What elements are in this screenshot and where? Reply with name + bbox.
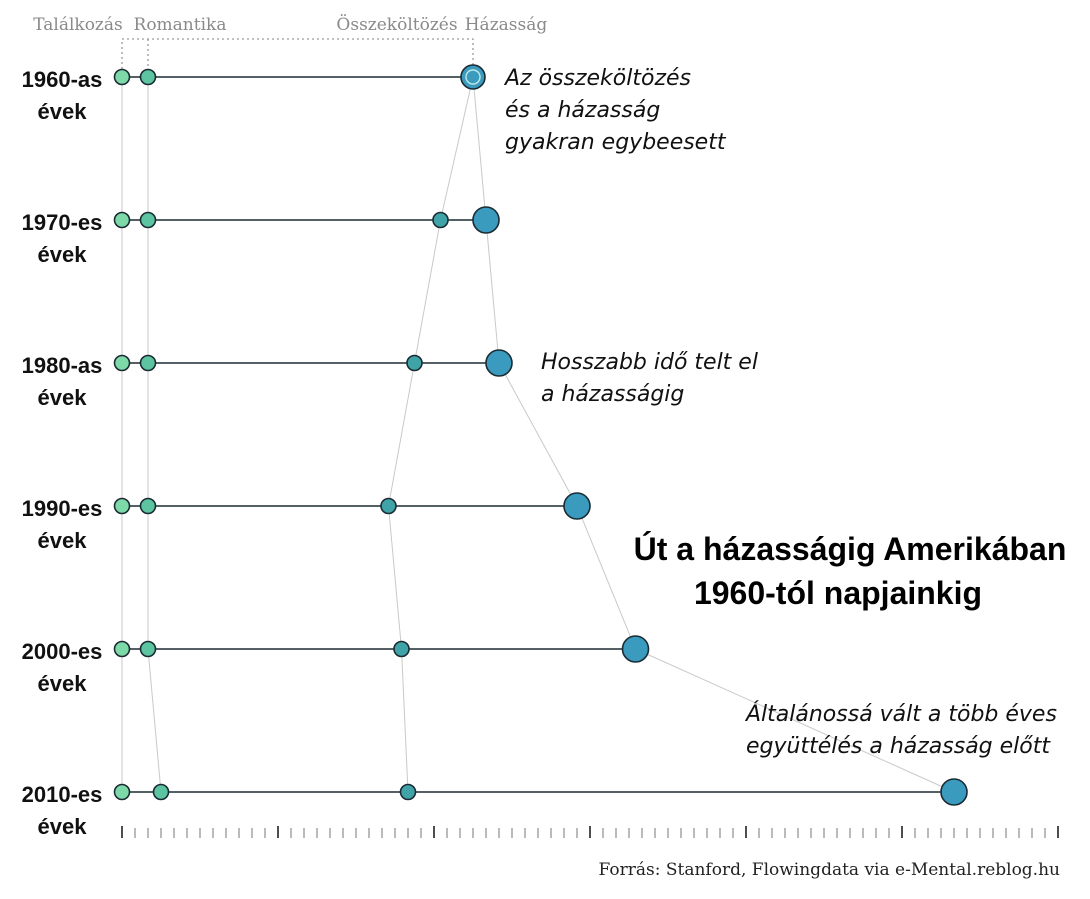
stage-point [139, 640, 157, 658]
decade-row [113, 349, 513, 377]
stage-point [113, 640, 131, 658]
decade-label-line: évek [38, 528, 88, 553]
stage-point [113, 354, 131, 372]
annotation-line: Az összeköltözés [503, 66, 691, 91]
stage-point [940, 778, 968, 806]
annotation-line: Általánossá vált a több éves [744, 701, 1057, 727]
decade-row [113, 64, 486, 90]
stage-trend-line [387, 76, 474, 793]
decade-rows [113, 64, 968, 806]
stage-trend-lines [121, 76, 955, 793]
stage-point [113, 211, 131, 229]
stage-point [139, 497, 157, 515]
decade-row [113, 635, 650, 663]
chart-title: Út a házasságig Amerikában 1960-tól napja… [634, 531, 1067, 611]
annotation-line: Hosszabb idő telt el [541, 350, 758, 375]
decade-label-line: évek [38, 385, 88, 410]
stage-point-overlap [465, 69, 481, 85]
decade-label-line: 1980-as [22, 353, 103, 378]
decade-label: 2010-es évek [22, 782, 103, 839]
decade-label: 1960-as évek [22, 67, 103, 124]
stage-point [139, 354, 157, 372]
decade-label-line: évek [38, 242, 88, 267]
stage-headers: Találkozás Romantika Összeköltözés Házasság [33, 14, 547, 69]
stage-point [139, 68, 157, 86]
stage-point [563, 492, 591, 520]
stage-header: Házasság [465, 15, 548, 35]
stage-header: Találkozás [33, 15, 123, 35]
decade-label-line: 2000-es [22, 639, 103, 664]
decade-label: 1990-es évek [22, 496, 103, 553]
stage-trend-line [147, 77, 162, 793]
decade-label-line: 1990-es [22, 496, 103, 521]
decade-label: 1980-as évek [22, 353, 103, 410]
annotation: Az összeköltözés és a házasság gyakran egy… [503, 66, 727, 155]
stage-point [152, 783, 170, 801]
annotation-line: és a házasság [505, 98, 660, 123]
decade-label-line: 1960-as [22, 67, 103, 92]
decade-label-line: évek [38, 99, 88, 124]
stage-point [485, 349, 513, 377]
annotation: Hosszabb idő telt el a házasságig [541, 350, 758, 407]
decade-row [113, 206, 500, 234]
annotation: Általánossá vált a több éves együttélés a… [744, 701, 1057, 759]
decade-row [113, 492, 591, 520]
decade-label-line: 2010-es [22, 782, 103, 807]
stage-point [393, 640, 410, 658]
stage-trend-line [472, 76, 955, 793]
decade-row [113, 778, 968, 806]
decade-label-line: 1970-es [22, 210, 103, 235]
annotation-line: a házasságig [541, 382, 684, 407]
stage-point [139, 211, 157, 229]
x-axis [121, 826, 1059, 838]
title-line: 1960-tól napjainkig [694, 575, 982, 611]
stage-point [380, 497, 397, 515]
source-credit: Forrás: Stanford, Flowingdata via e-Ment… [599, 860, 1061, 880]
annotations: Az összeköltözés és a házasság gyakran egy… [503, 66, 1057, 759]
annotation-line: együttélés a házasság előtt [746, 734, 1051, 759]
stage-point [472, 206, 500, 234]
stage-point [406, 354, 423, 372]
stage-point [432, 211, 449, 229]
stage-point [460, 64, 486, 90]
stage-header: Összeköltözés [336, 14, 457, 35]
title-line: Út a házasságig Amerikában [634, 531, 1067, 567]
decade-label: 2000-es évek [22, 639, 103, 696]
decade-label-line: évek [38, 671, 88, 696]
annotation-line: gyakran egybeesett [505, 130, 727, 155]
decade-label: 1970-es évek [22, 210, 103, 267]
decade-label-line: évek [38, 814, 88, 839]
stage-point [621, 635, 650, 663]
stage-point [113, 68, 131, 86]
stage-point [113, 783, 131, 801]
stage-point [399, 783, 417, 801]
stage-header: Romantika [134, 15, 227, 35]
stage-point [113, 497, 131, 515]
stage-bracket [121, 38, 474, 69]
